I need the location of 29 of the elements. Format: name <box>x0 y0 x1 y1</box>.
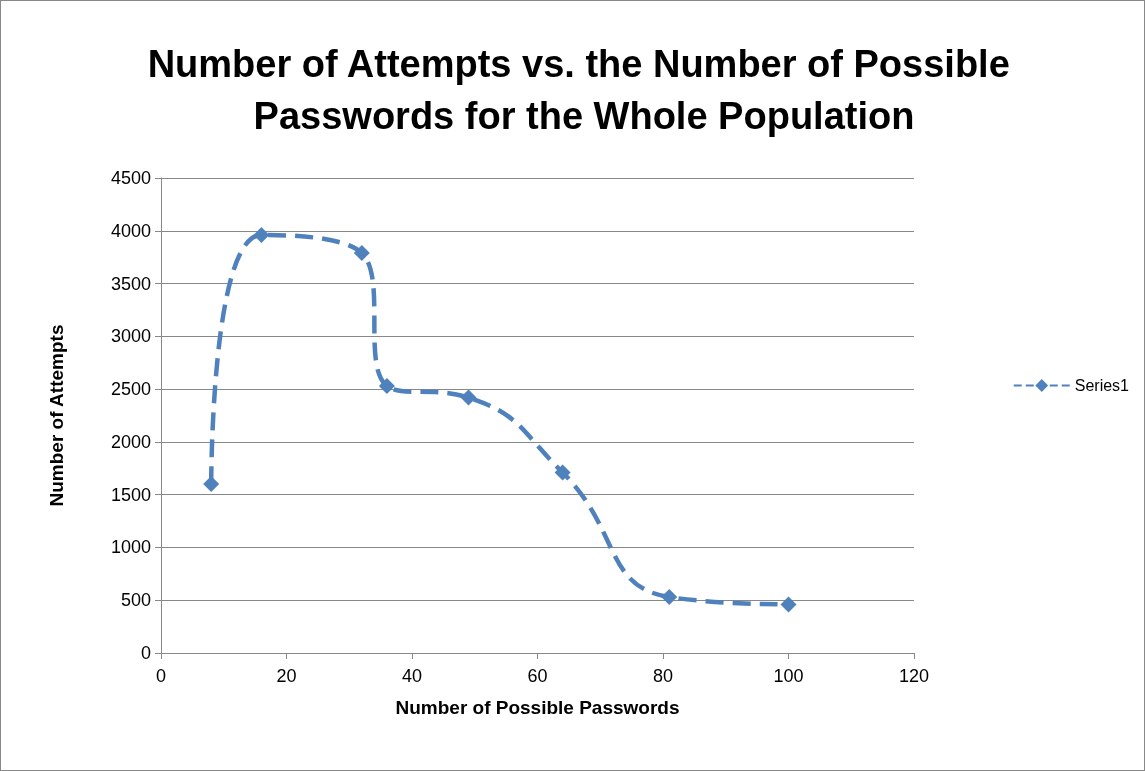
point <box>460 389 477 406</box>
chart-title: Number of Attempts vs. the Number of Possible Passwords for the Whole Population <box>147 43 1021 137</box>
x-tick-label: 0 <box>155 666 167 686</box>
y-tick-label: 0 <box>140 643 151 663</box>
y-tick-label: 2000 <box>110 431 151 452</box>
point <box>554 464 571 481</box>
x-tick-label: 80 <box>652 666 674 686</box>
x-tick-label: 20 <box>276 666 297 686</box>
y-tick-label: 4500 <box>110 168 151 188</box>
point <box>253 227 270 243</box>
y-tick-label: 4000 <box>110 220 151 241</box>
x-tick-label: 40 <box>401 666 423 686</box>
y-tick-label: 3500 <box>110 273 151 294</box>
y-tick-label: 500 <box>120 590 151 611</box>
x-tick-label: 100 <box>773 666 804 686</box>
y-tick-label: 3000 <box>110 326 151 347</box>
y-axis-title: Number of Attempts <box>46 324 67 507</box>
point <box>203 476 220 493</box>
y-tick-label: 2500 <box>110 379 151 400</box>
point <box>661 589 678 606</box>
point <box>378 377 395 394</box>
point <box>780 596 797 613</box>
y-tick-label: 1000 <box>110 537 151 558</box>
point <box>353 244 370 261</box>
y-tick-label: 1500 <box>110 484 151 505</box>
x-axis-title: Number of Possible Passwords <box>395 697 680 718</box>
x-tick-label: 120 <box>898 666 930 686</box>
legend-label: Series1 <box>1074 377 1130 394</box>
x-tick-label: 60 <box>527 666 548 686</box>
